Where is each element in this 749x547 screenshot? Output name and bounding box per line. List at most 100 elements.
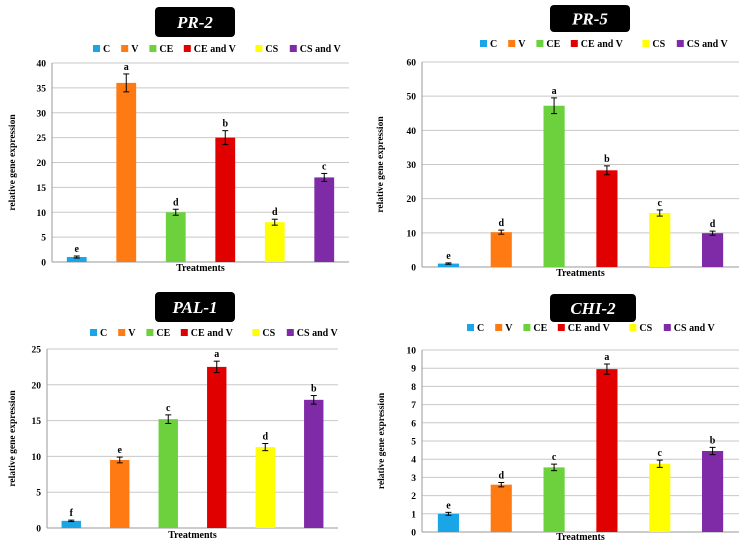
legend-swatch [523,324,531,331]
significance-letter: c [322,161,327,172]
bar-cs-and-v [702,233,724,267]
legend-swatch [676,40,684,47]
legend-item-label: V [505,323,513,334]
bar-ce [158,419,178,528]
legend-swatch [467,324,474,331]
legend-swatch [146,329,154,336]
legend: C V CE CE and V CS CS and V [90,328,339,339]
chart-title: PAL-1 [171,298,217,317]
legend-swatch [90,329,97,336]
chart-panel-chi-2: CHI-2 0 1 2 3 4 5 6 7 8 9 10 e d c a c b relative gene exp… [377,294,739,543]
significance-letter: c [552,452,557,463]
bar-ce-and-v [207,366,227,528]
chart-panel-pr-5: PR-5 0 10 20 30 40 50 60 e d a b c d relative gene exp… [376,5,739,279]
significance-letter: f [70,508,74,519]
legend-swatch [480,40,487,47]
y-tick-label: 40 [407,127,417,137]
significance-letter: d [498,470,504,481]
y-tick-label: 60 [407,59,417,69]
legend-swatch [121,45,129,52]
significance-letter: b [710,435,716,446]
significance-letter: a [552,86,557,97]
bar-v [110,459,130,528]
chart-title: PR-2 [176,13,213,32]
y-tick-label: 5 [36,489,41,499]
legend-item-label: CS [262,328,275,339]
significance-letter: e [446,251,451,262]
significance-letter: d [173,197,179,208]
legend-swatch [286,329,294,336]
legend-swatch [252,329,260,336]
legend-item-label: CE [156,328,170,339]
y-tick-label: 10 [407,347,417,357]
significance-letter: d [272,207,278,218]
legend-swatch [93,45,100,52]
bar-cs [264,222,285,262]
bar-ce [543,467,565,532]
legend-swatch [642,40,650,47]
y-tick-label: 0 [41,259,46,269]
bar-v [490,232,512,267]
chart-title-box [155,292,235,322]
y-tick-label: 10 [37,209,47,219]
legend-swatch [570,40,578,47]
significance-letter: b [311,384,317,395]
y-tick-label: 1 [411,510,416,520]
legend-item-label: CS and V [687,39,729,50]
legend-swatch [183,45,191,52]
y-tick-label: 15 [32,417,42,427]
legend-item-label: CS [265,44,278,55]
y-tick-label: 25 [32,346,42,356]
legend-swatch [495,324,503,331]
legend-swatch [557,324,565,331]
bar-c [437,513,459,532]
legend-swatch [629,324,637,331]
legend-item-label: C [490,39,497,50]
significance-letter: e [446,500,451,511]
significance-letter: e [75,244,80,255]
legend-swatch [180,329,188,336]
chart-title: PR-5 [571,10,608,29]
legend-swatch [536,40,544,47]
bar-v [116,82,137,263]
chart-title-box [155,7,235,37]
legend-item-label: CE [533,323,547,334]
y-axis-label: relative gene expression [8,390,18,487]
legend-item-label: CE and V [191,328,234,339]
significance-letter: a [214,349,219,360]
bar-cs [255,447,275,528]
legend-item-label: C [477,323,484,334]
y-tick-label: 50 [407,93,417,103]
y-tick-label: 0 [36,525,41,535]
legend-item-label: CS and V [297,328,339,339]
bar-ce-and-v [215,137,236,262]
bar-cs [649,463,671,532]
legend-item-label: CE and V [568,323,611,334]
significance-letter: d [710,219,716,230]
y-axis-label: relative gene expression [377,392,387,489]
legend-item-label: CS [652,39,665,50]
legend: C V CE CE and V CS CS and V [467,323,716,334]
x-axis-label: Treatments [556,268,605,279]
bar-ce-and-v [596,369,618,532]
legend-item-label: V [131,44,139,55]
significance-letter: c [658,448,663,459]
legend-swatch [289,45,297,52]
significance-letter: d [262,432,268,443]
bar-cs-and-v [304,399,324,528]
y-tick-label: 15 [37,184,47,194]
bar-c [437,263,459,267]
chart-title-box [550,294,636,322]
y-tick-label: 10 [32,453,42,463]
y-tick-label: 20 [407,195,417,205]
bar-c [61,520,81,528]
legend-swatch [149,45,157,52]
x-axis-label: Treatments [176,263,225,274]
significance-letter: b [604,154,610,165]
bar-ce [165,212,186,262]
bar-ce [543,105,565,267]
y-tick-label: 9 [411,365,416,375]
legend-swatch [255,45,263,52]
significance-letter: c [658,198,663,209]
legend-item-label: CS [639,323,652,334]
